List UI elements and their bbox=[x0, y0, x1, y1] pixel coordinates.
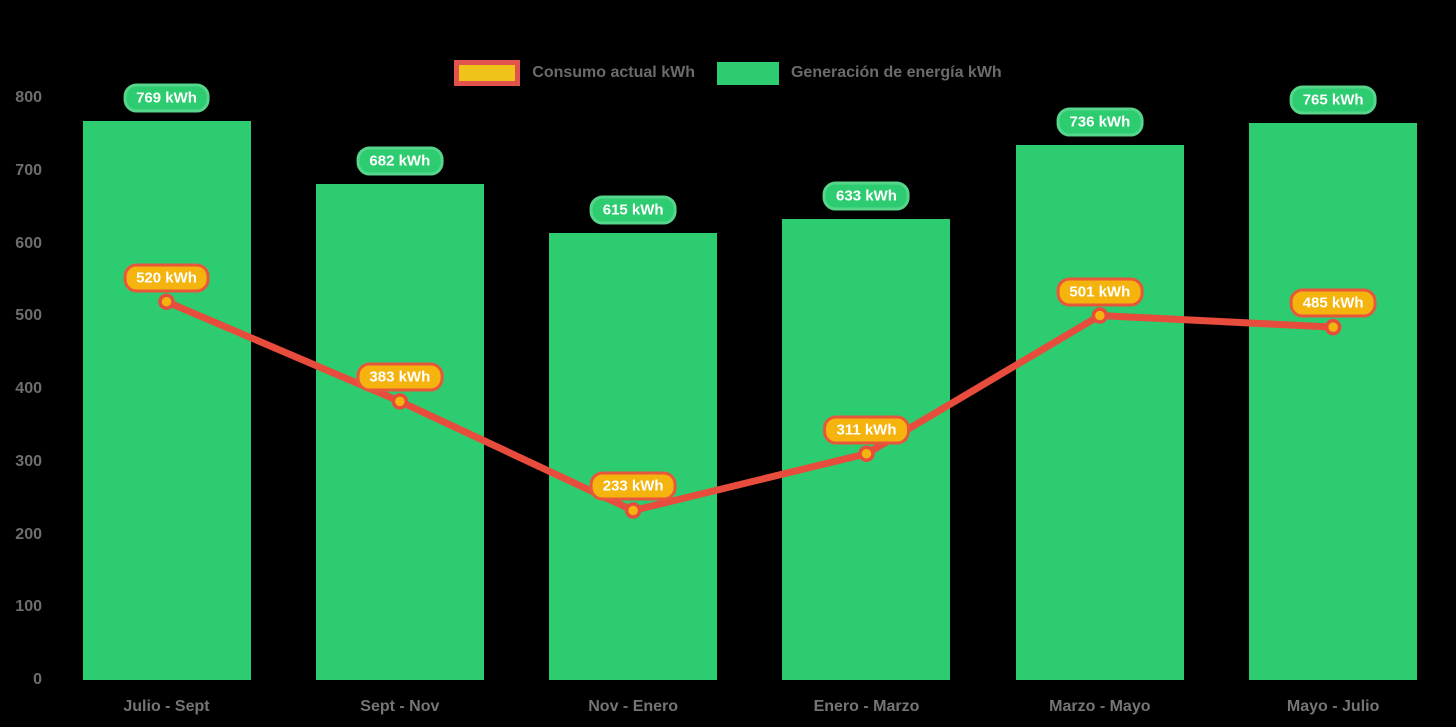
legend: Consumo actual kWh Generación de energía… bbox=[0, 60, 1456, 86]
generation-bar[interactable] bbox=[315, 183, 484, 680]
x-axis-category-label: Nov - Enero bbox=[588, 698, 679, 715]
generation-value-badge: 615 kWh bbox=[589, 195, 677, 225]
y-axis-tick-label: 100 bbox=[15, 598, 42, 616]
x-axis-category-label: Enero - Marzo bbox=[813, 698, 920, 715]
y-axis-tick-label: 600 bbox=[15, 234, 42, 252]
line-point[interactable] bbox=[1091, 307, 1109, 324]
y-axis-tick-label: 800 bbox=[15, 89, 42, 106]
line-point[interactable] bbox=[624, 502, 642, 519]
line-point[interactable] bbox=[158, 293, 175, 310]
y-axis-tick-label: 300 bbox=[15, 452, 42, 470]
generation-value-badge: 769 kWh bbox=[123, 83, 210, 113]
y-axis-tick-label: 400 bbox=[15, 380, 42, 397]
legend-item-generacion[interactable]: Generación de energía kWh bbox=[716, 61, 1002, 85]
line-point[interactable] bbox=[858, 445, 875, 462]
x-axis-category-label: Sept - Nov bbox=[360, 698, 440, 715]
line-point[interactable] bbox=[1324, 318, 1342, 336]
generation-bar[interactable] bbox=[549, 232, 718, 680]
consumption-value-badge: 520 kWh bbox=[123, 263, 210, 293]
consumption-value-badge: 501 kWh bbox=[1056, 277, 1144, 307]
line-point[interactable] bbox=[391, 393, 409, 410]
y-axis-tick-label: 500 bbox=[15, 307, 42, 325]
generation-bar[interactable] bbox=[1249, 123, 1418, 680]
y-axis-tick-label: 700 bbox=[15, 161, 42, 179]
legend-label-generacion: Generación de energía kWh bbox=[790, 64, 1002, 81]
legend-item-consumo[interactable]: Consumo actual kWh bbox=[454, 60, 695, 86]
x-axis-category-label: Mayo - Julio bbox=[1286, 698, 1380, 715]
generation-value-badge: 736 kWh bbox=[1056, 107, 1144, 137]
consumption-value-badge: 233 kWh bbox=[589, 471, 677, 501]
consumption-value-badge: 383 kWh bbox=[356, 362, 444, 392]
generation-value-badge: 682 kWh bbox=[356, 146, 444, 176]
legend-label-consumo: Consumo actual kWh bbox=[532, 64, 695, 81]
generation-bar[interactable] bbox=[82, 120, 251, 680]
legend-swatch-consumo-icon bbox=[454, 60, 521, 86]
y-axis-tick-label: 0 bbox=[33, 671, 42, 688]
consumption-line bbox=[163, 298, 1337, 514]
consumption-value-badge: 311 kWh bbox=[823, 415, 910, 445]
generation-value-badge: 765 kWh bbox=[1289, 85, 1377, 115]
consumption-value-badge: 485 kWh bbox=[1289, 288, 1377, 318]
x-axis-category-label: Marzo - Mayo bbox=[1049, 698, 1151, 715]
generation-value-badge: 633 kWh bbox=[823, 181, 910, 211]
legend-swatch-generacion-icon bbox=[716, 61, 779, 85]
y-axis-tick-label: 200 bbox=[15, 525, 42, 543]
generation-bar[interactable] bbox=[1015, 144, 1184, 680]
x-axis-category-label: Julio - Sept bbox=[123, 698, 210, 715]
